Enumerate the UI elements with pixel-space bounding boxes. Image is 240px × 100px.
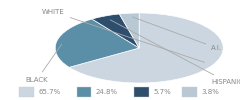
FancyBboxPatch shape [77,87,91,97]
Text: BLACK: BLACK [25,44,62,83]
FancyBboxPatch shape [134,87,149,97]
Text: 5.7%: 5.7% [154,89,171,95]
Wedge shape [69,13,223,83]
Text: A.I.: A.I. [133,17,222,51]
FancyBboxPatch shape [182,87,197,97]
Wedge shape [55,19,139,67]
Text: 24.8%: 24.8% [96,89,118,95]
Wedge shape [92,14,139,48]
Text: HISPANIC: HISPANIC [110,20,240,85]
Text: 65.7%: 65.7% [38,89,61,95]
Text: 3.8%: 3.8% [202,89,219,95]
Wedge shape [119,13,139,48]
Text: WHITE: WHITE [42,9,205,62]
FancyBboxPatch shape [19,87,34,97]
